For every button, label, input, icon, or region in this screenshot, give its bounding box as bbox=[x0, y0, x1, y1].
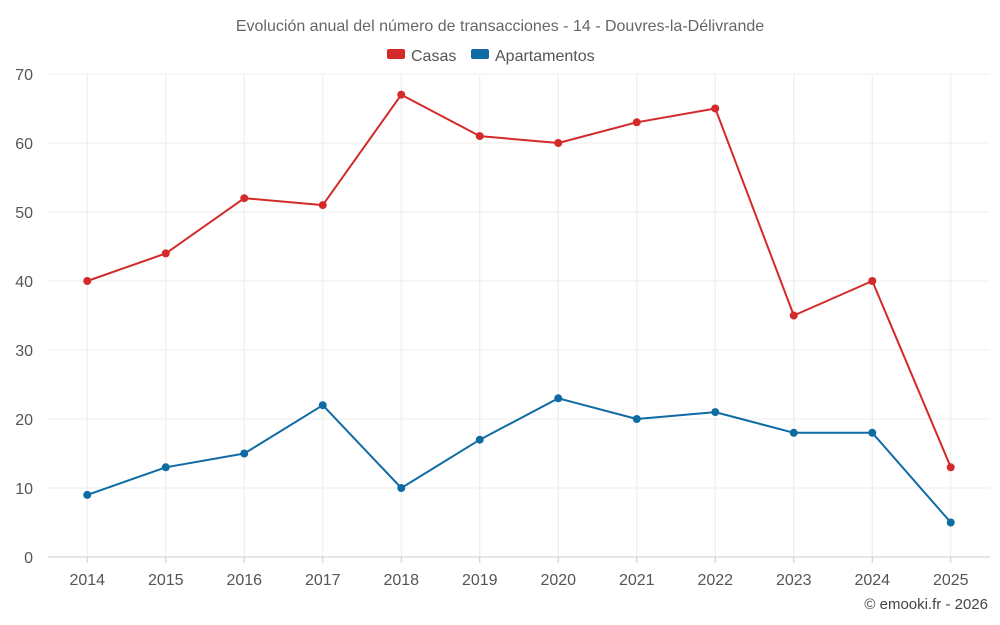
data-point-apartamentos[interactable] bbox=[318, 401, 327, 410]
x-tick-label: 2017 bbox=[305, 572, 341, 589]
x-tick-label: 2019 bbox=[462, 572, 498, 589]
data-point-apartamentos[interactable] bbox=[475, 435, 484, 444]
data-point-apartamentos[interactable] bbox=[632, 415, 641, 423]
data-point-apartamentos[interactable] bbox=[83, 490, 92, 499]
legend-item-apartamentos[interactable]: Apartamentos bbox=[471, 48, 595, 65]
series-line-apartamentos bbox=[86, 397, 952, 524]
chart-title: Evolución anual del número de transaccio… bbox=[236, 18, 764, 35]
y-tick-label: 0 bbox=[24, 550, 33, 567]
x-tick-label: 2015 bbox=[148, 572, 184, 589]
x-tick-label: 2016 bbox=[226, 572, 262, 589]
y-tick-label: 10 bbox=[15, 481, 33, 498]
data-point-apartamentos[interactable] bbox=[240, 449, 249, 458]
data-point-apartamentos[interactable] bbox=[946, 518, 955, 527]
legend-swatch-casas bbox=[387, 49, 405, 59]
y-tick-label: 20 bbox=[15, 412, 33, 429]
legend-item-casas[interactable]: Casas bbox=[387, 48, 456, 65]
y-tick-label: 70 bbox=[15, 67, 33, 84]
x-tick-label: 2021 bbox=[619, 572, 655, 589]
x-tick-label: 2025 bbox=[933, 572, 969, 589]
x-tick-label: 2024 bbox=[854, 572, 890, 589]
data-point-casas[interactable] bbox=[868, 277, 877, 285]
y-tick-label: 30 bbox=[15, 343, 33, 360]
data-point-apartamentos[interactable] bbox=[397, 484, 406, 492]
data-point-casas[interactable] bbox=[240, 194, 249, 203]
x-axis: 2014 2015 2016 2017 2018 2019 2020 2021 2022 2023… bbox=[48, 556, 990, 589]
data-point-casas[interactable] bbox=[711, 104, 720, 113]
data-point-apartamentos[interactable] bbox=[868, 428, 877, 437]
x-tick-label: 2023 bbox=[776, 572, 812, 589]
data-point-casas[interactable] bbox=[397, 90, 406, 99]
legend: Casas Apartamentos bbox=[387, 48, 595, 65]
x-tick-label: 2018 bbox=[383, 572, 419, 589]
data-point-casas[interactable] bbox=[475, 132, 484, 141]
data-point-casas[interactable] bbox=[318, 201, 327, 210]
series-layer bbox=[83, 90, 955, 527]
data-point-casas[interactable] bbox=[554, 139, 563, 147]
y-tick-label: 60 bbox=[15, 136, 33, 153]
data-point-apartamentos[interactable] bbox=[789, 428, 798, 437]
grid bbox=[48, 73, 990, 557]
credit: © emooki.fr - 2026 bbox=[864, 596, 988, 613]
legend-label-casas: Casas bbox=[411, 48, 456, 65]
x-tick-label: 2014 bbox=[69, 572, 105, 589]
data-point-apartamentos[interactable] bbox=[711, 408, 720, 417]
legend-label-apartamentos: Apartamentos bbox=[495, 48, 595, 65]
data-point-casas[interactable] bbox=[161, 249, 170, 258]
series-line-casas bbox=[86, 93, 952, 468]
data-point-casas[interactable] bbox=[632, 118, 641, 127]
data-point-apartamentos[interactable] bbox=[554, 394, 563, 403]
x-tick-label: 2022 bbox=[697, 572, 733, 589]
y-tick-label: 50 bbox=[15, 205, 33, 222]
data-point-casas[interactable] bbox=[83, 277, 92, 285]
x-tick-label: 2020 bbox=[540, 572, 576, 589]
y-axis: 0 10 20 30 40 50 60 70 bbox=[15, 67, 33, 567]
y-tick-label: 40 bbox=[15, 274, 33, 291]
data-point-apartamentos[interactable] bbox=[161, 463, 170, 472]
data-point-casas[interactable] bbox=[789, 311, 798, 320]
legend-swatch-apartamentos bbox=[471, 49, 489, 59]
data-point-casas[interactable] bbox=[946, 463, 955, 472]
